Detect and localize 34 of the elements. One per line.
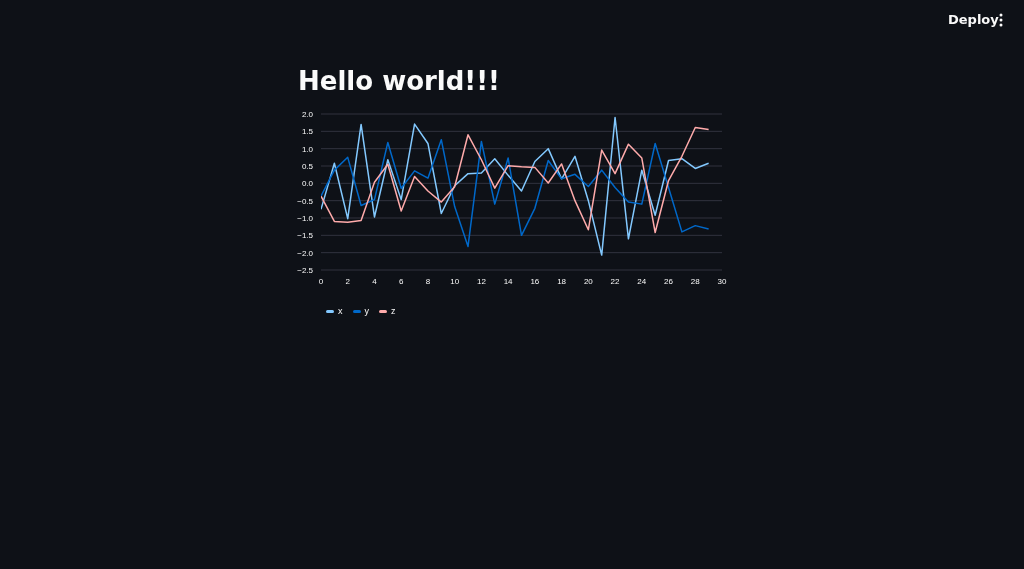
x-tick-label: 28 (690, 276, 701, 286)
x-tick-label: 14 (503, 276, 514, 286)
x-tick-label: 10 (450, 276, 460, 286)
x-tick-label: 0 (318, 276, 324, 286)
line-series (321, 116, 710, 256)
x-tick-label: 2 (345, 276, 351, 286)
y-tick-label: −2.0 (297, 248, 314, 258)
x-tick-label: 12 (476, 276, 487, 286)
y-tick-label: 2.0 (301, 109, 314, 119)
x-tick-label: 26 (664, 276, 674, 286)
legend-label: y (363, 306, 369, 316)
x-tick-label: 22 (610, 276, 621, 286)
y-tick-label: −2.5 (297, 265, 314, 275)
x-tick-label: 20 (583, 276, 594, 286)
x-tick-label: 30 (717, 276, 727, 286)
y-tick-label: 1.0 (301, 144, 314, 154)
legend-label: z (390, 306, 396, 316)
x-tick-label: 24 (637, 276, 647, 286)
line-series (321, 126, 710, 234)
line-series (321, 138, 710, 248)
text: Deploy (948, 12, 999, 27)
chart-title: Hello world!!! (298, 66, 500, 96)
y-tick-label: 1.5 (301, 127, 314, 137)
y-tick-label: 0.0 (301, 179, 314, 189)
legend-label: x (337, 306, 343, 316)
x-tick-label: 6 (398, 276, 404, 286)
x-tick-label: 18 (557, 276, 567, 286)
y-tick-label: −1.0 (297, 213, 314, 223)
x-tick-label: 16 (530, 276, 540, 286)
x-tick-label: 8 (425, 276, 431, 286)
y-tick-label: 0.5 (301, 161, 314, 171)
y-tick-label: −1.5 (297, 231, 314, 241)
y-tick-label: −0.5 (297, 196, 314, 206)
x-tick-label: 4 (372, 276, 378, 286)
